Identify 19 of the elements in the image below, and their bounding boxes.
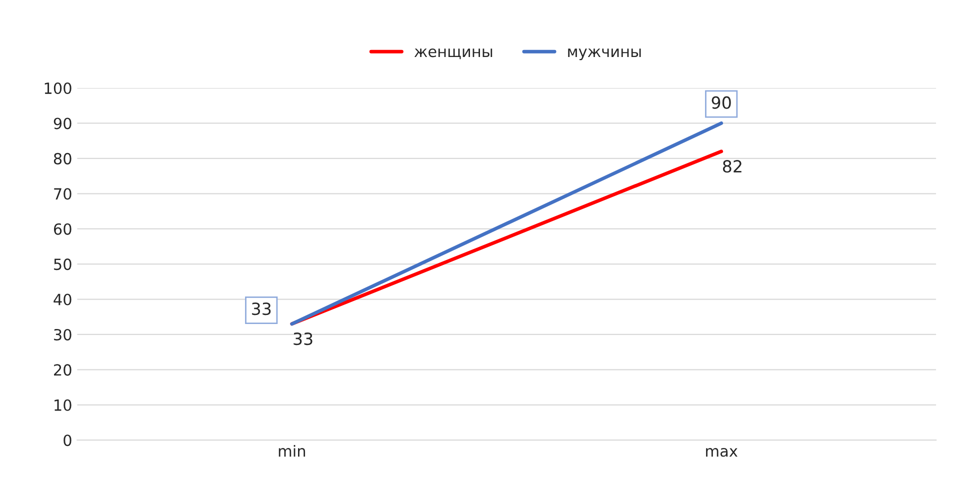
y-tick-label: 90 — [54, 118, 72, 130]
x-tick-label: max — [706, 448, 738, 457]
y-tick-label: 70 — [54, 188, 72, 200]
y-tick-label: 30 — [54, 328, 72, 340]
legend-label: мужчины — [568, 48, 641, 60]
y-tick-label: 0 — [64, 434, 72, 446]
y-tick-label: 100 — [44, 82, 72, 94]
data-label: 33 — [294, 332, 312, 346]
data-label: 82 — [722, 160, 742, 173]
y-tick-label: 10 — [54, 399, 72, 411]
y-tick-label: 20 — [54, 364, 72, 376]
data-label: 33 — [252, 302, 271, 316]
data-label: 90 — [712, 96, 731, 109]
x-tick-label: min — [278, 444, 306, 457]
legend-label: женщины — [414, 48, 492, 60]
y-tick-label: 40 — [54, 294, 72, 306]
y-tick-label: 80 — [54, 152, 72, 164]
y-tick-label: 50 — [54, 258, 72, 270]
y-tick-label: 60 — [54, 223, 72, 235]
